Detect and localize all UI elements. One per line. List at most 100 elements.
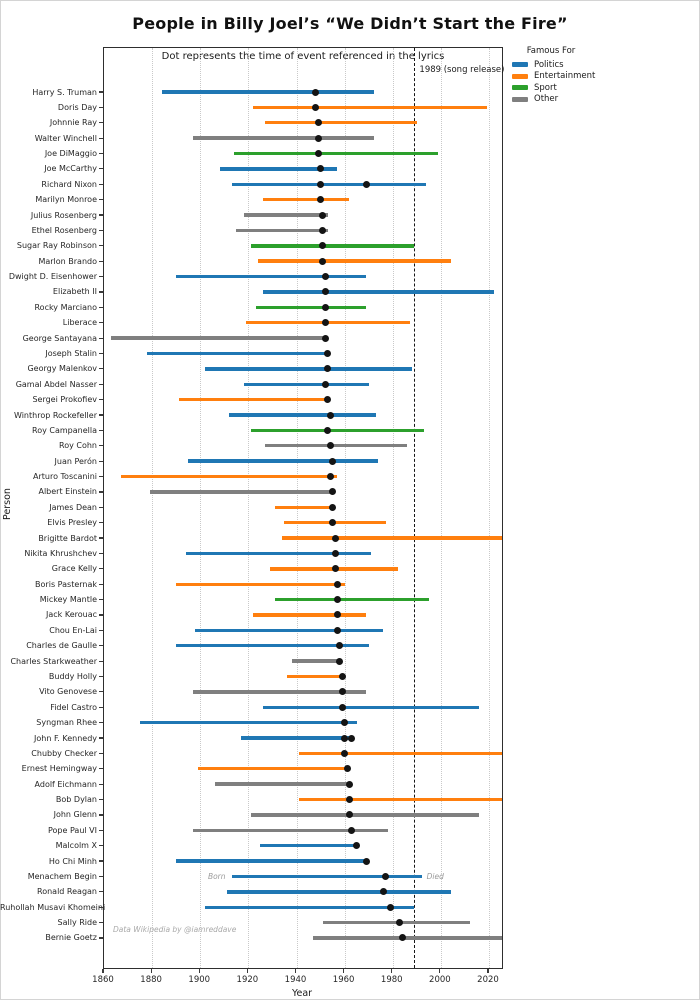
- x-tick-label-1900: 1900: [188, 975, 211, 985]
- event-dot: [345, 811, 353, 819]
- x-tick-label-1880: 1880: [140, 975, 162, 985]
- person-tick: [99, 875, 103, 878]
- gridline-1920: [248, 48, 250, 968]
- lifespan-line: [176, 582, 345, 586]
- lifespan-line: [176, 274, 367, 279]
- person-tick: [99, 260, 103, 262]
- lifespan-line: [298, 797, 502, 802]
- event-dot: [333, 580, 341, 588]
- gridline-2000: [440, 48, 442, 968]
- person-label: Bernie Goetz: [45, 933, 97, 943]
- event-dot: [333, 611, 341, 619]
- person-tick: [99, 629, 103, 631]
- person-tick: [99, 460, 103, 462]
- lifespan-line: [250, 428, 425, 433]
- event-dot: [336, 642, 344, 650]
- lifespan-line: [286, 674, 343, 679]
- person-tick: [99, 368, 103, 370]
- person-tick: [99, 275, 103, 278]
- person-label: Menachem Begin: [27, 871, 97, 881]
- lifespan-line: [197, 767, 348, 771]
- person-tick: [99, 891, 103, 893]
- person-tick: [99, 322, 103, 324]
- person-tick: [99, 768, 103, 770]
- event-dot: [348, 826, 356, 834]
- lifespan-line: [265, 121, 417, 125]
- event-dot: [312, 88, 320, 96]
- person-tick: [99, 598, 103, 601]
- person-label: Gamal Abdel Nasser: [15, 379, 97, 389]
- person-tick: [99, 245, 103, 247]
- person-tick: [99, 922, 103, 924]
- event-dot: [336, 657, 344, 665]
- legend-swatch-politics: [512, 62, 528, 68]
- person-label: Joe McCarthy: [44, 164, 97, 174]
- lifespan-line: [260, 844, 357, 848]
- lifespan-line: [226, 890, 451, 894]
- lifespan-line: [214, 782, 350, 786]
- person-tick: [99, 722, 103, 724]
- person-label: Bob Dylan: [55, 795, 97, 805]
- person-label: Boris Pasternak: [35, 579, 97, 589]
- lifespan-line: [250, 813, 480, 817]
- chart-title: People in Billy Joel’s “We Didn’t Start …: [132, 14, 568, 33]
- lifespan-line: [205, 367, 412, 371]
- person-tick: [99, 660, 103, 662]
- x-tick-1920: [246, 969, 248, 973]
- person-label: Vito Genovese: [39, 687, 97, 697]
- person-tick: [99, 860, 103, 862]
- lifespan-line: [188, 459, 379, 463]
- person-label: Chubby Checker: [31, 748, 97, 758]
- event-dot: [341, 749, 349, 757]
- event-dot: [341, 734, 349, 742]
- song-release-annotation: 1989 (song release): [419, 65, 505, 75]
- legend-items: Politics Entertainment Sport Other: [507, 59, 607, 105]
- person-label: Ho Chi Minh: [48, 856, 97, 866]
- person-label: Ethel Rosenberg: [31, 225, 97, 235]
- person-label: Jack Kerouac: [46, 610, 97, 620]
- lifespan-line: [178, 397, 328, 402]
- x-axis-title: Year: [291, 988, 313, 999]
- person-tick: [99, 937, 103, 939]
- watermark: Data Wikipedia by @iamreddave: [113, 925, 237, 934]
- person-tick: [99, 845, 103, 847]
- person-label: Grace Kelly: [51, 564, 97, 574]
- person-tick: [99, 783, 103, 785]
- x-tick-1860: [102, 969, 104, 973]
- person-tick: [99, 306, 103, 308]
- lifespan-line: [176, 644, 369, 648]
- x-tick-label-1960: 1960: [332, 975, 355, 985]
- lifespan-line: [250, 244, 415, 248]
- plot-area: Dot represents the time of event referen…: [103, 47, 505, 969]
- lifespan-line: [298, 751, 502, 756]
- event-dot: [341, 719, 349, 727]
- legend: Famous For Politics Entertainment Sport Oth…: [507, 46, 607, 105]
- person-label: Juan Perón: [54, 456, 97, 466]
- x-tick-label-1860: 1860: [92, 975, 114, 985]
- lifespan-line: [233, 151, 439, 156]
- person-tick: [99, 814, 103, 816]
- person-label: Pope Paul VI: [47, 825, 97, 835]
- person-label: Brigitte Bardot: [38, 533, 97, 543]
- x-tick-1960: [343, 969, 345, 973]
- person-tick: [99, 752, 103, 754]
- person-label: Nikita Khrushchev: [24, 548, 97, 558]
- x-tick-2000: [439, 969, 441, 973]
- person-label: John F. Kennedy: [34, 733, 97, 743]
- legend-label: Sport: [534, 82, 557, 93]
- person-tick: [99, 383, 103, 385]
- event-dot: [319, 211, 327, 219]
- x-axis: 1860 1880 1900 1920 1940 1960 1980 2000 2020: [92, 969, 501, 989]
- lifespan-line: [147, 351, 328, 356]
- lifespan-line: [313, 936, 502, 940]
- legend-label: Politics: [534, 59, 564, 70]
- person-label: Walter Winchell: [34, 133, 97, 143]
- legend-swatch-sport: [512, 85, 528, 91]
- x-tick-1980: [391, 969, 393, 973]
- person-label: Mickey Mantle: [39, 595, 97, 605]
- person-tick: [99, 214, 103, 216]
- x-tick-label-1920: 1920: [236, 975, 259, 985]
- person-tick: [99, 537, 103, 539]
- lifespan-line: [193, 690, 367, 694]
- person-label: John Glenn: [53, 810, 97, 820]
